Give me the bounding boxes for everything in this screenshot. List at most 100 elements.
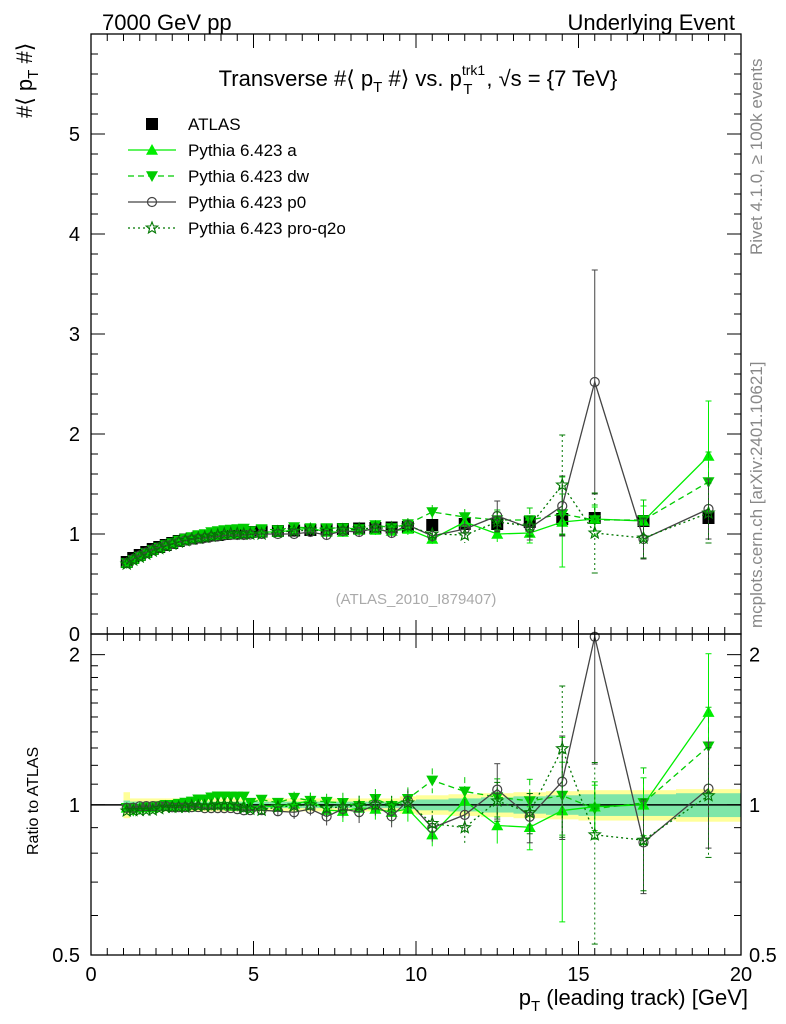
ratio-point xyxy=(237,791,250,803)
ratio-point xyxy=(152,801,167,815)
ratio-point xyxy=(351,798,367,812)
ratio-point xyxy=(701,788,716,802)
series-line xyxy=(126,483,709,565)
ratio-point xyxy=(490,793,505,808)
ratio-tick-label-left: 2 xyxy=(69,645,80,667)
series-point xyxy=(351,521,367,536)
ratio-point xyxy=(121,802,132,813)
legend-label: Pythia 6.423 p0 xyxy=(188,193,306,212)
series-point xyxy=(400,518,416,533)
series-point xyxy=(272,528,283,540)
ratio-point xyxy=(587,827,602,841)
ylabel-end: #⟩ xyxy=(12,43,37,70)
x-tick-label: 15 xyxy=(567,964,589,986)
ratio-point xyxy=(204,798,219,812)
ratio-series-1 xyxy=(120,653,715,923)
y-tick-label: 0 xyxy=(69,624,80,646)
series-point xyxy=(335,522,351,537)
mcplots-label: mcplots.cern.ch [arXiv:2401.10621] xyxy=(747,362,766,628)
series-point xyxy=(184,531,199,546)
series-point xyxy=(198,529,211,540)
series-line xyxy=(126,455,709,564)
x-axis-label: pT (leading track) [GeV] xyxy=(519,985,748,1015)
series-line xyxy=(126,481,709,564)
ratio-series-2 xyxy=(120,706,715,846)
ratio-point xyxy=(384,798,399,812)
series-point xyxy=(425,526,440,541)
series-point xyxy=(354,526,365,538)
legend-marker xyxy=(146,144,158,155)
ratio-point xyxy=(321,811,332,822)
ratio-point xyxy=(459,809,470,821)
series-point xyxy=(457,527,472,542)
series-point xyxy=(210,527,225,542)
series-point xyxy=(319,523,334,538)
x-tick-label: 5 xyxy=(248,964,259,986)
xlabel-main: p xyxy=(519,985,531,1010)
ratio-tick-label-left: 0.5 xyxy=(52,945,80,967)
header-right: Underlying Event xyxy=(567,10,735,35)
title-sub1: T xyxy=(373,79,382,96)
series-point xyxy=(286,523,302,538)
y-tick-label: 2 xyxy=(69,424,80,446)
series-point xyxy=(199,532,210,544)
ratio-point xyxy=(230,798,245,812)
series-point xyxy=(254,526,269,541)
ratio-point xyxy=(304,795,317,807)
y-tick-label: 1 xyxy=(69,524,80,546)
ratio-point xyxy=(254,802,269,817)
ratio-point xyxy=(223,797,238,811)
series-point xyxy=(588,515,601,526)
legend-label: Pythia 6.423 pro-q2o xyxy=(188,219,346,238)
ylabel-main: #⟨ p xyxy=(12,79,37,118)
ratio-point xyxy=(522,805,537,819)
ratio-point xyxy=(270,799,286,814)
series-1 xyxy=(120,400,715,568)
ratio-point xyxy=(335,799,351,813)
ratio-point xyxy=(303,797,318,811)
x-tick-label: 20 xyxy=(730,964,752,986)
series-point xyxy=(368,520,383,535)
ratio-point xyxy=(145,802,160,817)
series-point xyxy=(165,536,180,551)
series-point xyxy=(458,512,471,523)
chart-title: Transverse #⟨ pT #⟩ vs. ptrk1 T, √s = {7 … xyxy=(219,62,618,98)
xlabel-end: (leading track) [GeV] xyxy=(540,985,748,1010)
ratio-point xyxy=(289,807,300,818)
series-4 xyxy=(119,434,716,574)
ratio-y-axis-label: Ratio to ATLAS xyxy=(25,747,42,855)
series-point xyxy=(197,529,212,544)
title-part-a: Transverse #⟨ p xyxy=(219,66,374,91)
main-series xyxy=(119,269,716,574)
xlabel-sub: T xyxy=(531,998,540,1015)
series-point xyxy=(244,526,257,537)
y-tick-label: 3 xyxy=(69,324,80,346)
ratio-point xyxy=(255,794,268,806)
ratio-tick-label-right: 1 xyxy=(749,795,760,817)
x-tick-label: 10 xyxy=(405,964,427,986)
ratio-point xyxy=(400,795,416,809)
series-point xyxy=(490,514,505,529)
ratio-point xyxy=(286,798,302,812)
ratio-point xyxy=(638,837,649,848)
ratio-point xyxy=(368,797,383,811)
ratio-tick-label-right: 0.5 xyxy=(749,945,777,967)
data-point xyxy=(426,519,439,531)
legend-marker xyxy=(144,220,160,235)
ratio-point xyxy=(425,815,440,830)
series-point xyxy=(171,534,186,549)
x-tick-label: 0 xyxy=(85,964,96,986)
series-point xyxy=(701,505,716,520)
series-point xyxy=(288,522,301,533)
legend-label: Pythia 6.423 a xyxy=(188,141,297,160)
ratio-series-3 xyxy=(121,631,714,895)
ratio-point xyxy=(178,799,193,814)
series-point xyxy=(427,530,438,542)
series-point xyxy=(491,528,504,539)
ylabel-sub: T xyxy=(25,70,42,79)
header-left: 7000 GeV pp xyxy=(102,10,232,35)
axes: 0 5 10 15 20 0 1 2 3 4 5 0.5 0.5 1 1 2 2 xyxy=(52,33,777,986)
ratio-point xyxy=(491,819,504,831)
legend-label: Pythia 6.423 dw xyxy=(188,167,310,186)
series-3 xyxy=(121,269,714,569)
